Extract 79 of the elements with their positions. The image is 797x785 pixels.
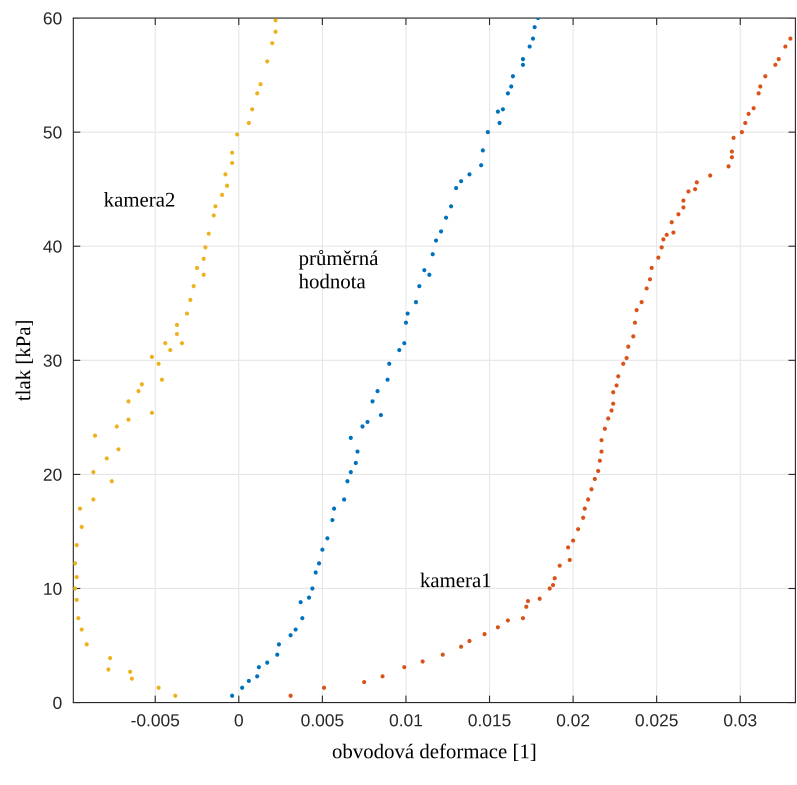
point: [270, 41, 274, 46]
point: [108, 656, 112, 660]
point: [206, 232, 211, 236]
point: [230, 150, 234, 155]
x-tick-label: 0.005: [301, 714, 344, 726]
point: [213, 204, 218, 208]
point: [78, 506, 82, 511]
point: [255, 91, 260, 96]
point: [192, 284, 196, 288]
y-tick-label: 40: [43, 240, 62, 253]
point: [188, 298, 192, 302]
point: [194, 266, 200, 270]
point: [180, 341, 184, 346]
point: [212, 213, 216, 218]
y-tick-label: 60: [44, 12, 62, 25]
point: [258, 82, 263, 86]
point: [173, 694, 178, 698]
point: [136, 389, 141, 394]
point: [74, 543, 79, 548]
point: [220, 192, 224, 197]
point: [150, 410, 154, 415]
x-tick-label: 0.02: [556, 714, 590, 726]
point: [250, 107, 254, 112]
point: [202, 256, 206, 261]
y-tick-label: 50: [44, 126, 62, 139]
point: [128, 670, 132, 674]
point: [104, 456, 109, 461]
x-tick-label: 0.03: [724, 714, 756, 726]
y-tick-label: 20: [44, 468, 62, 481]
point: [156, 686, 161, 690]
x-tick-label: 0.015: [468, 714, 511, 726]
point: [225, 184, 230, 188]
x-tick-label: 0.01: [390, 714, 422, 726]
y-tick-label: 10: [44, 582, 62, 595]
point: [163, 341, 168, 346]
point: [160, 378, 164, 382]
point: [114, 424, 119, 429]
point: [91, 470, 96, 474]
point: [273, 18, 278, 22]
point: [84, 642, 89, 646]
point: [150, 354, 154, 359]
point: [73, 561, 78, 566]
x-tick-label: 0.025: [636, 714, 678, 726]
point: [168, 348, 172, 352]
y-axis-title: tlak [kPa]: [16, 321, 33, 401]
point: [106, 667, 111, 672]
point: [74, 598, 79, 602]
point: [130, 676, 134, 681]
series-label: průměrná hodnota: [298, 250, 378, 288]
point: [223, 172, 228, 176]
x-tick-label: 0: [234, 714, 243, 726]
x-tick-label: -0.005: [131, 714, 180, 726]
y-tick-label: 0: [53, 696, 62, 710]
point: [203, 245, 208, 250]
point: [140, 382, 144, 386]
series-label: kamera2: [104, 192, 174, 207]
point: [230, 160, 234, 166]
x-axis-title: obvodová deformace [1]: [332, 744, 536, 761]
point: [202, 272, 206, 277]
point: [265, 59, 270, 64]
point: [80, 524, 84, 529]
y-tick-label: 30: [44, 354, 62, 367]
point: [80, 627, 84, 632]
point: [76, 616, 80, 620]
point: [174, 332, 180, 336]
point: [156, 362, 161, 366]
series-label: kamera1: [420, 572, 490, 588]
point: [73, 586, 78, 591]
point: [126, 399, 131, 404]
point: [92, 434, 98, 438]
point: [273, 30, 278, 34]
point: [235, 132, 240, 137]
point: [184, 311, 190, 316]
point: [91, 497, 96, 502]
point: [74, 574, 79, 580]
point: [174, 322, 180, 328]
point: [246, 120, 251, 126]
point: [116, 447, 121, 452]
point: [126, 418, 131, 422]
